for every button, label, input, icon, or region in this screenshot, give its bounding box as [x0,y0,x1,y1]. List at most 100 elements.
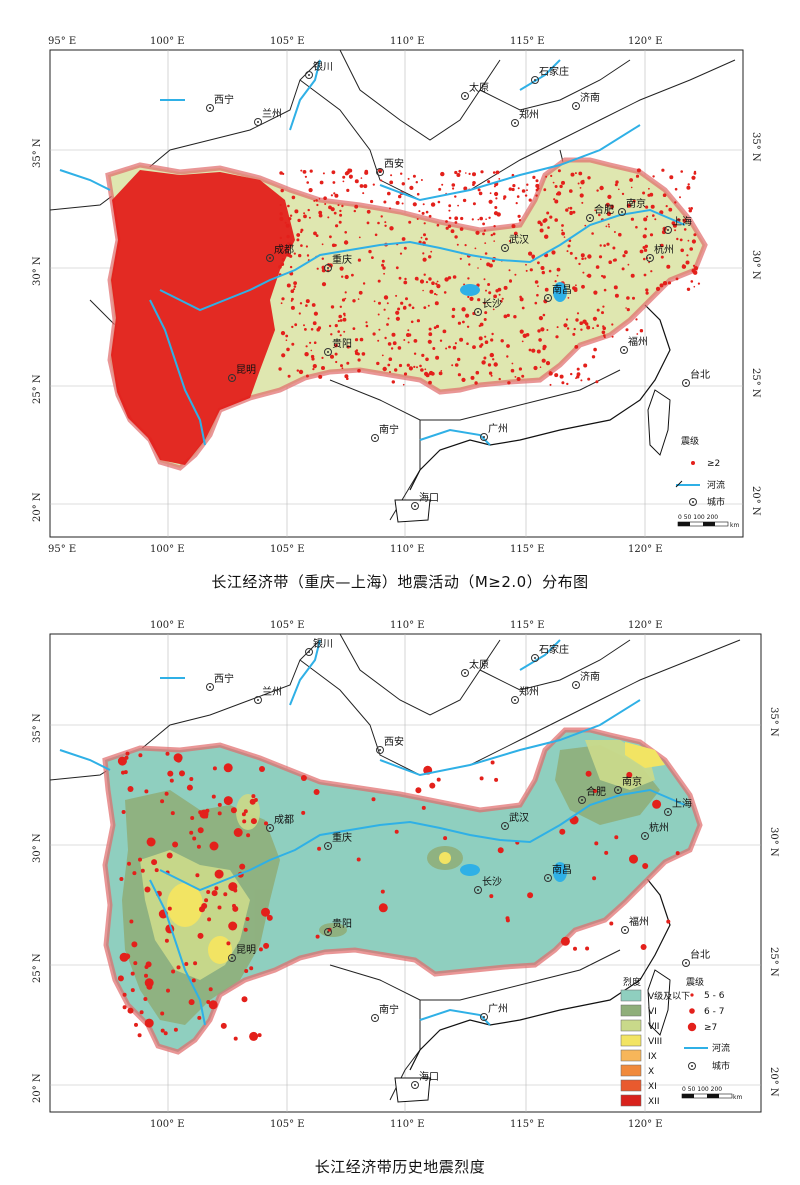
quake-point [346,345,350,349]
quake-point [338,220,342,224]
quake-point [403,339,406,341]
quake-point [534,301,538,305]
quake-point [445,220,448,223]
quake-point [587,273,590,276]
historical-quake [197,827,204,834]
quake-point [420,179,423,181]
quake-point [536,349,541,354]
city-label: 合肥 [594,203,614,216]
quake-point [602,305,605,308]
quake-point [289,265,293,269]
quake-point [391,380,395,384]
quake-point [626,296,630,300]
quake-point [594,209,597,212]
scale-bar-labels: 0 50 100 200 [678,514,718,521]
quake-point [675,277,679,281]
quake-point [342,317,347,322]
dense-seismicity-west [111,170,295,465]
historical-quake [132,871,137,876]
city-label: 贵阳 [332,337,352,350]
lon-label: 105° E [270,620,305,631]
quake-point [381,263,384,267]
quake-point [389,371,391,373]
historical-quake [249,966,254,971]
quake-point [344,274,349,280]
city-label: 广州 [488,1003,508,1015]
historical-quake [171,969,176,974]
quake-point [421,211,425,215]
quake-point [480,343,484,347]
quake-point [655,286,661,291]
historical-quake [241,812,246,817]
historical-quake [494,777,499,782]
historical-quake [527,892,534,899]
quake-point [693,285,696,288]
city-marker-icon [511,696,519,704]
legend-magnitude-title: 震级 [686,976,704,988]
quake-point [624,250,628,255]
historical-quake [204,898,209,903]
city-label: 南宁 [379,1003,399,1016]
lat-label: 35° N [750,132,761,162]
historical-quake [124,953,131,960]
quake-point [570,172,575,177]
quake-point [290,299,293,302]
lat-label: 30° N [768,827,779,857]
quake-point [691,175,696,180]
historical-quake [371,797,376,802]
quake-point [327,216,330,219]
quake-point [401,237,406,241]
city-marker-icon [621,926,629,934]
city-label: 银川 [313,637,333,650]
quake-point [285,339,288,342]
historical-quake [239,863,246,870]
quake-point [279,216,284,221]
city-label: 济南 [580,91,600,104]
quake-point [519,329,524,334]
historical-quake [140,868,145,873]
city-label: 台北 [690,948,710,961]
quake-point [477,188,481,192]
quake-point [598,255,603,259]
quake-point [539,228,544,233]
quake-point [642,191,646,195]
quake-point [668,207,673,212]
city-symbol [689,498,697,506]
quake-point [361,352,366,356]
quake-point [331,243,336,248]
quake-point [643,257,646,261]
historical-quake [479,776,484,781]
quake-point [387,363,391,367]
quake-point [579,193,584,198]
quake-point [595,265,600,269]
historical-quake [179,770,185,777]
quake-point [693,170,697,174]
quake-point [618,188,620,191]
quake-point [484,242,487,245]
lon-label: 120° E [628,620,663,631]
quake-point [528,348,532,352]
historical-quake [138,753,143,758]
lon-label: 100° E [150,1119,185,1130]
city-symbol [688,1062,696,1070]
city-marker-icon [511,119,519,127]
historical-quake [160,1011,165,1016]
lon-label: 110° E [390,36,425,47]
quake-point [621,267,625,271]
quake-point [487,363,492,367]
city-marker-icon [371,1014,379,1022]
quake-point [496,212,501,217]
quake-point [495,170,500,175]
historical-quake [133,961,138,966]
city-marker-icon [305,71,313,79]
quake-point [540,223,543,227]
quake-point [296,233,301,237]
quake-point [308,216,311,219]
city-label: 南京 [622,775,642,788]
quake-point [438,371,443,376]
city-marker-icon [480,433,488,441]
quake-point [569,210,573,215]
quake-point [293,252,296,255]
quake-point [568,239,572,242]
quake-point [403,280,408,285]
